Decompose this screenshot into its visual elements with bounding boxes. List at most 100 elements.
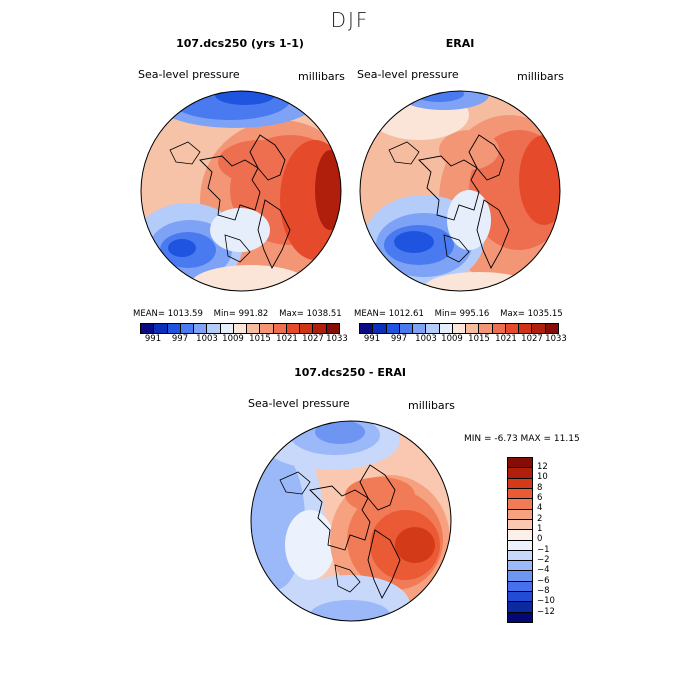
panel1-colorbar-swatches <box>140 323 340 334</box>
panel2-variable-label: Sea-level pressure <box>357 68 459 81</box>
diff-colorbar-swatch <box>508 561 532 572</box>
panel2-colorbar: 991 997 1003 1009 1015 1021 1027 1033 <box>359 323 567 346</box>
colorbar-swatch <box>373 324 387 333</box>
panel1-colorbar-tick: 1003 <box>196 334 218 344</box>
colorbar-swatch <box>313 324 327 333</box>
diff-colorbar-swatch <box>508 550 532 562</box>
panel1-polar-map <box>140 90 342 292</box>
colorbar-swatch <box>220 324 234 333</box>
colorbar-swatch <box>141 324 155 333</box>
panel2-colorbar-tick: 1003 <box>415 334 437 344</box>
panel1-max-value: 1038.51 <box>306 309 342 319</box>
panel1-variable-label: Sea-level pressure <box>138 68 240 81</box>
colorbar-swatch <box>286 324 301 333</box>
diff-colorbar-tick: −1 <box>537 545 550 555</box>
colorbar-swatch <box>519 324 533 333</box>
colorbar-swatch <box>399 324 414 333</box>
diff-variable-label: Sea-level pressure <box>248 397 350 410</box>
panel1-colorbar-tick: 1015 <box>249 334 271 344</box>
diff-colorbar-tick: 0 <box>537 534 543 544</box>
diff-colorbar-swatch <box>508 530 532 541</box>
panel2-polar-map <box>359 90 561 292</box>
panel1-colorbar-tick: 991 <box>144 334 162 344</box>
panel1-min-label: Min= <box>213 309 236 319</box>
diff-title: 107.dcs250 - ERAI <box>294 366 406 379</box>
diff-colorbar-swatch <box>508 612 532 622</box>
colorbar-swatch <box>360 324 374 333</box>
panel2-colorbar-tick: 1009 <box>441 334 463 344</box>
colorbar-swatch <box>326 324 339 333</box>
diff-colorbar-swatch <box>508 509 532 520</box>
colorbar-swatch <box>273 324 287 333</box>
diff-colorbar-labels: 12 10 8 6 4 2 1 0 −1 −2 −4 −6 −8 −10 −12 <box>537 457 577 623</box>
panel1-units-label: millibars <box>298 70 345 83</box>
panel2-colorbar-tick: 1027 <box>521 334 543 344</box>
diff-polar-map <box>250 420 452 622</box>
diff-colorbar-tick: 10 <box>537 472 548 482</box>
panel1-mean-value: 1013.59 <box>167 309 203 319</box>
diff-colorbar-swatch <box>508 499 532 510</box>
diff-colorbar-tick: 8 <box>537 483 543 493</box>
panel1-colorbar-tick: 1009 <box>222 334 244 344</box>
diff-units-label: millibars <box>408 399 455 412</box>
panel2-mean-label: MEAN= <box>354 309 386 319</box>
panel2-colorbar-tick: 991 <box>363 334 381 344</box>
colorbar-swatch <box>492 324 506 333</box>
panel2-min-value: 995.16 <box>459 309 490 319</box>
colorbar-swatch <box>426 324 440 333</box>
panel1-max-label: Max= <box>279 309 304 319</box>
diff-colorbar-swatch <box>508 458 532 469</box>
colorbar-swatch <box>300 324 314 333</box>
panel2-min-label: Min= <box>434 309 457 319</box>
panel2-stats: MEAN= 1012.61 Min= 995.16 Max= 1035.15 <box>354 309 563 319</box>
panel2-colorbar-tick: 1015 <box>468 334 490 344</box>
colorbar-swatch <box>247 324 261 333</box>
panel2-units-label: millibars <box>517 70 564 83</box>
diff-colorbar-tick: 4 <box>537 503 543 513</box>
colorbar-swatch <box>545 324 558 333</box>
diff-colorbar-tick: −4 <box>537 565 550 575</box>
colorbar-swatch <box>452 324 467 333</box>
colorbar-swatch <box>466 324 480 333</box>
colorbar-swatch <box>154 324 168 333</box>
panel2-colorbar-swatches <box>359 323 559 334</box>
colorbar-swatch <box>505 324 520 333</box>
panel2-mean-value: 1012.61 <box>388 309 424 319</box>
diff-colorbar-swatch <box>508 540 532 551</box>
colorbar-swatch <box>386 324 400 333</box>
diff-colorbar <box>507 457 533 623</box>
diff-colorbar-swatch <box>508 478 532 489</box>
diff-colorbar-swatch <box>508 571 532 582</box>
diff-colorbar-tick: 2 <box>537 514 543 524</box>
colorbar-swatch <box>413 324 427 333</box>
diff-colorbar-tick: 1 <box>537 524 543 534</box>
panel2-max-value: 1035.15 <box>527 309 563 319</box>
diff-colorbar-swatch <box>508 488 532 500</box>
panel1-colorbar-tick: 1027 <box>302 334 324 344</box>
colorbar-swatch <box>479 324 493 333</box>
diff-colorbar-swatch <box>508 602 532 613</box>
panel1-colorbar: 991 997 1003 1009 1015 1021 1027 1033 <box>140 323 348 346</box>
colorbar-swatch <box>194 324 208 333</box>
colorbar-swatch <box>167 324 181 333</box>
diff-colorbar-swatch <box>508 581 532 593</box>
colorbar-swatch <box>260 324 274 333</box>
diff-colorbar-tick: 6 <box>537 493 543 503</box>
colorbar-swatch <box>439 324 453 333</box>
panel1-title: 107.dcs250 (yrs 1-1) <box>176 37 304 50</box>
panel2-colorbar-tick: 1021 <box>495 334 517 344</box>
panel1-mean-label: MEAN= <box>133 309 165 319</box>
colorbar-swatch <box>207 324 221 333</box>
colorbar-swatch <box>180 324 195 333</box>
panel1-colorbar-tick: 1021 <box>276 334 298 344</box>
diff-colorbar-tick: −10 <box>537 596 555 606</box>
diff-colorbar-tick: 12 <box>537 462 548 472</box>
panel2-colorbar-tick: 997 <box>390 334 408 344</box>
diff-colorbar-tick: −2 <box>537 555 550 565</box>
panel2-max-label: Max= <box>500 309 525 319</box>
diff-colorbar-tick: −12 <box>537 607 555 617</box>
panel1-colorbar-tick: 997 <box>171 334 189 344</box>
diff-colorbar-swatch <box>508 519 532 531</box>
diff-colorbar-swatch <box>508 468 532 479</box>
diff-colorbar-tick: −6 <box>537 576 550 586</box>
